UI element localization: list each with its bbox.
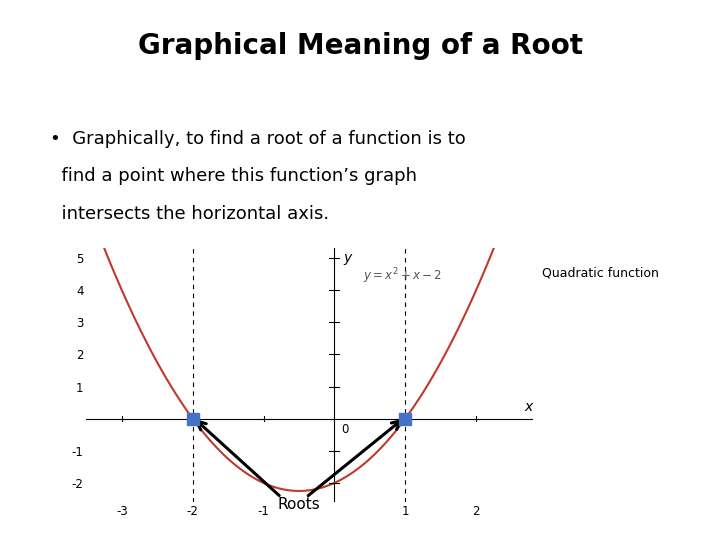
Text: $x$: $x$ (524, 400, 535, 414)
Text: •  Graphically, to find a root of a function is to: • Graphically, to find a root of a funct… (50, 130, 466, 147)
Text: intersects the horizontal axis.: intersects the horizontal axis. (50, 205, 330, 223)
Text: 0: 0 (341, 423, 349, 436)
Text: find a point where this function’s graph: find a point where this function’s graph (50, 167, 418, 185)
Text: $y$: $y$ (343, 252, 354, 267)
Text: Quadratic function: Quadratic function (541, 266, 659, 279)
Text: $y = x^2 + x - 2$: $y = x^2 + x - 2$ (363, 266, 442, 286)
Text: Graphical Meaning of a Root: Graphical Meaning of a Root (138, 32, 582, 60)
Text: Roots: Roots (278, 497, 320, 512)
